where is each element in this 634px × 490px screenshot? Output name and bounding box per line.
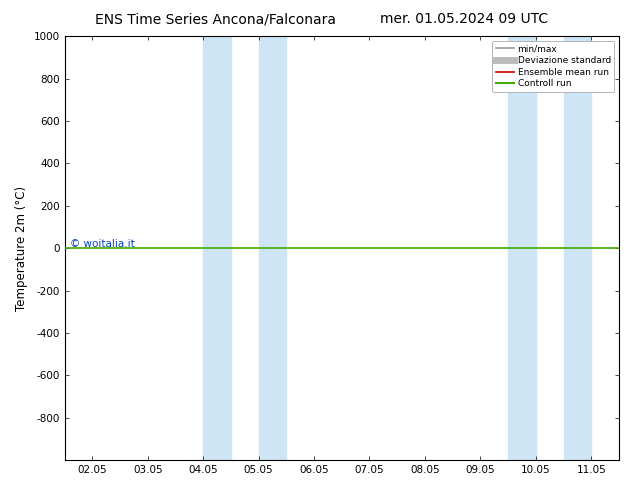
Text: © woitalia.it: © woitalia.it	[70, 239, 135, 249]
Text: mer. 01.05.2024 09 UTC: mer. 01.05.2024 09 UTC	[380, 12, 548, 26]
Legend: min/max, Deviazione standard, Ensemble mean run, Controll run: min/max, Deviazione standard, Ensemble m…	[493, 41, 614, 92]
Bar	[259, 36, 287, 460]
Text: ENS Time Series Ancona/Falconara: ENS Time Series Ancona/Falconara	[95, 12, 336, 26]
Bar	[508, 36, 536, 460]
Y-axis label: Temperature 2m (°C): Temperature 2m (°C)	[15, 186, 28, 311]
Bar	[203, 36, 231, 460]
Bar	[564, 36, 592, 460]
